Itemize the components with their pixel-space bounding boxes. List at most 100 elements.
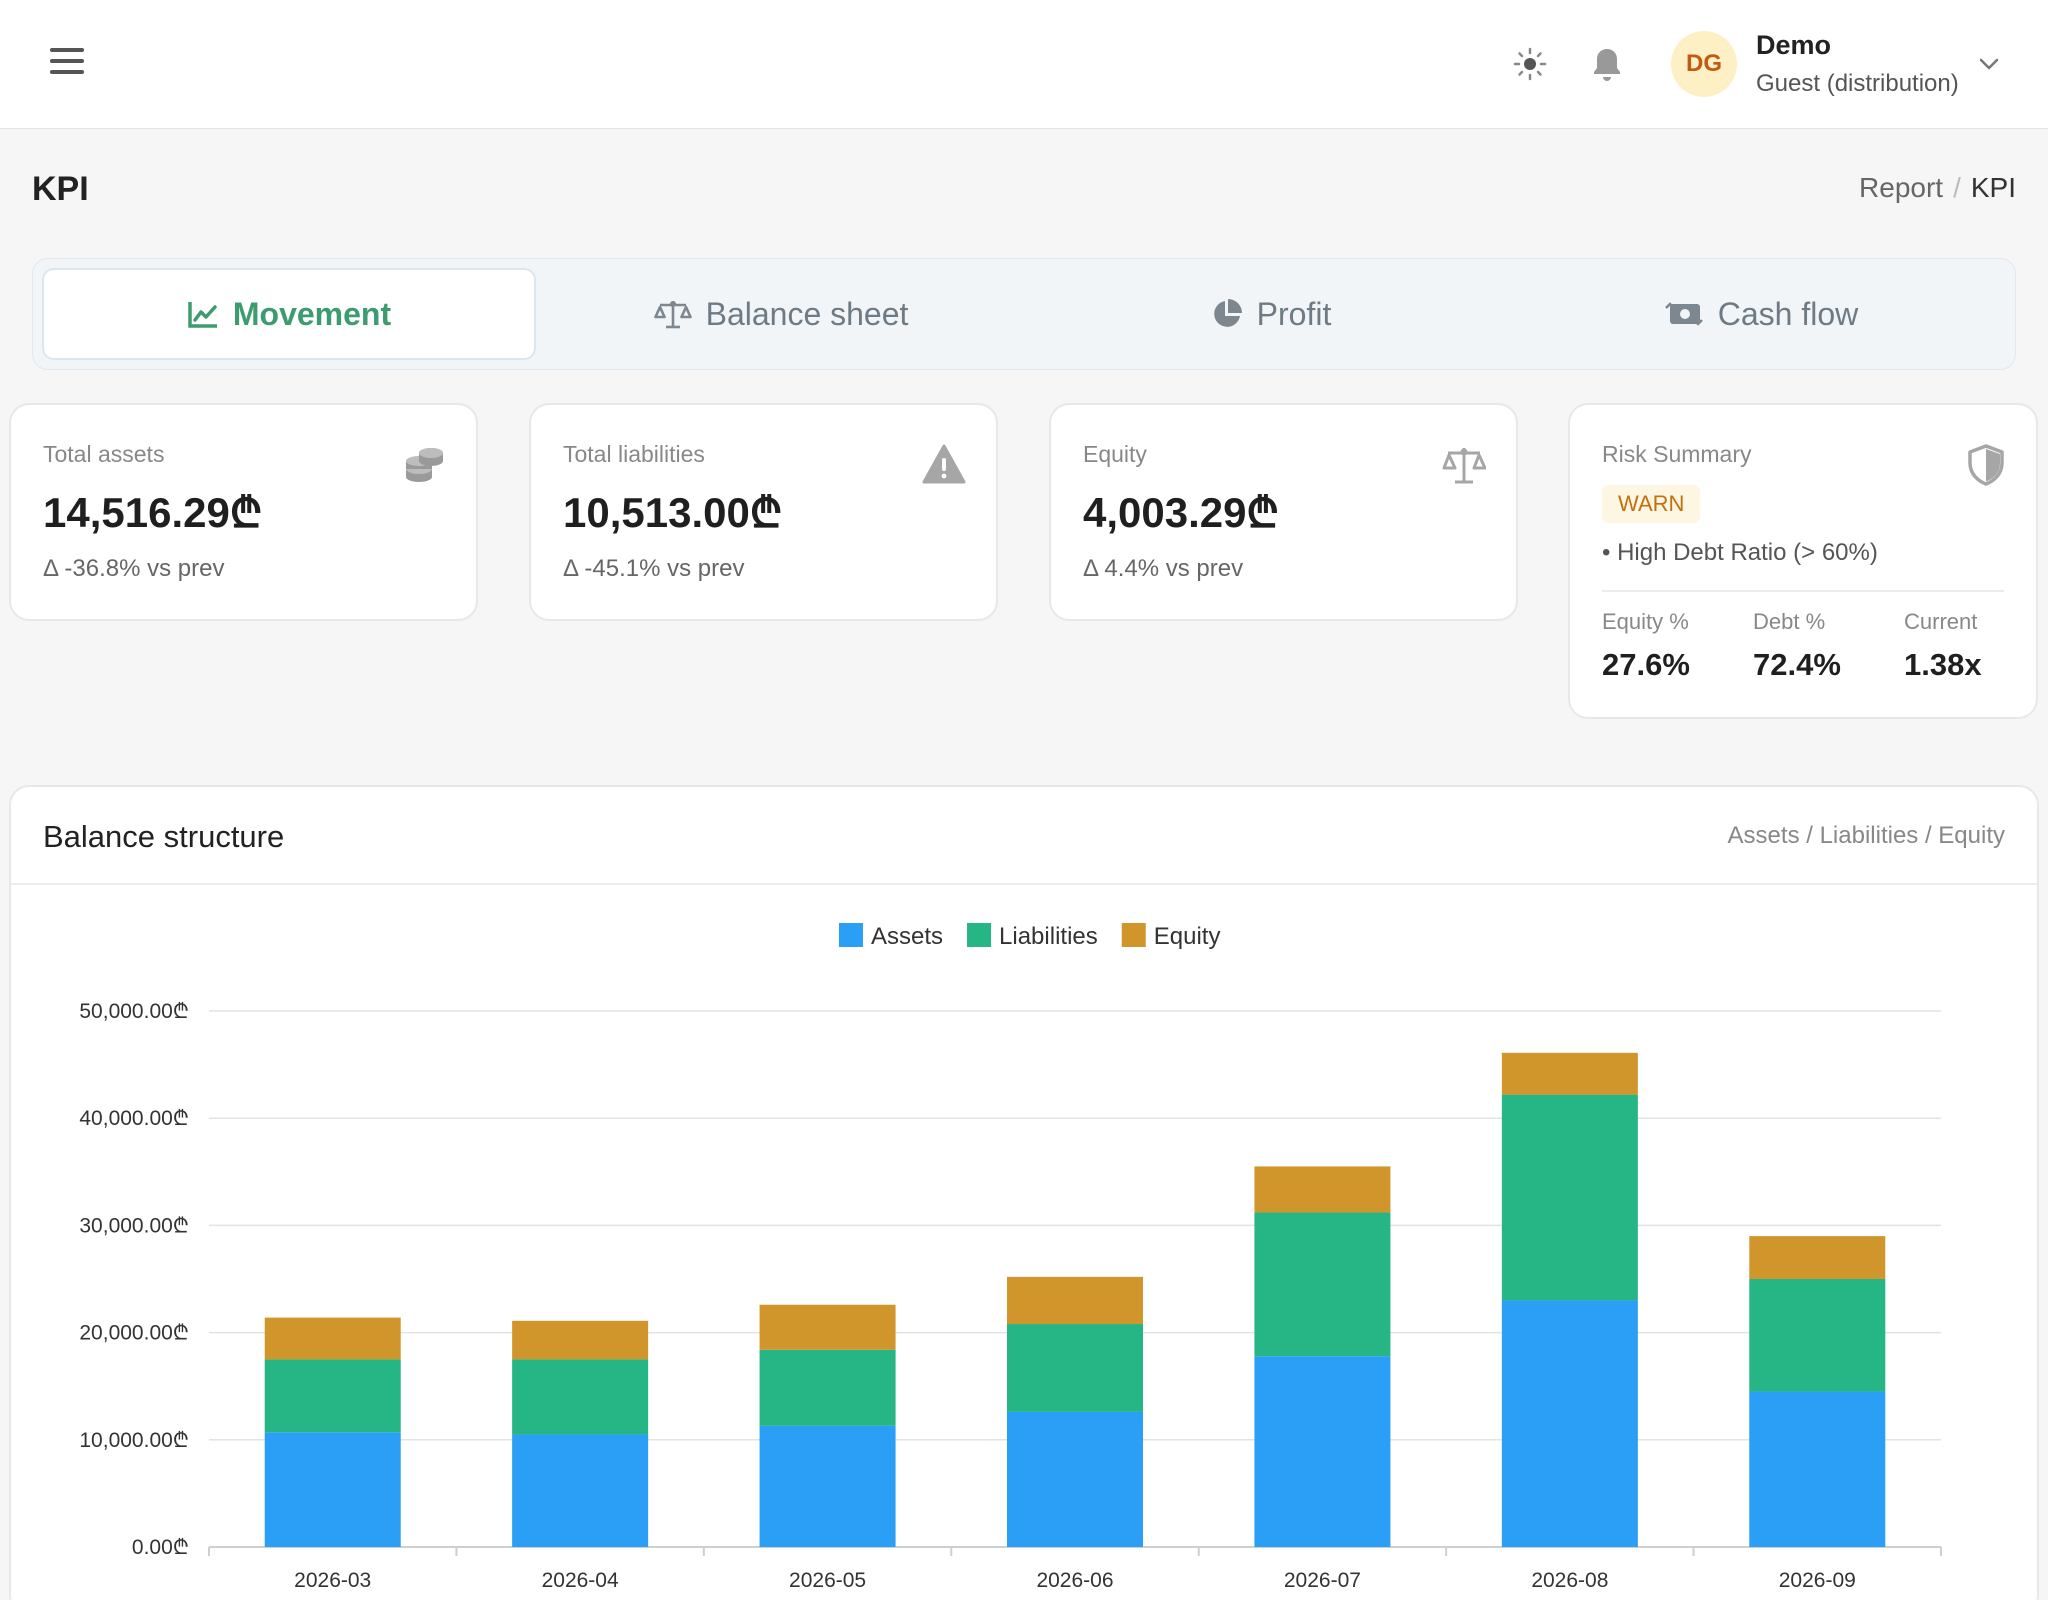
stat-value: 27.6% xyxy=(1602,647,1690,682)
bar-liabilities xyxy=(759,1349,896,1426)
theme-toggle-icon[interactable] xyxy=(1512,46,1548,82)
stat-equity-percent: Equity % 27.6% xyxy=(1602,609,1690,683)
y-tick-label: 20,000.00₾ xyxy=(79,1322,189,1345)
bar-equity xyxy=(1501,1052,1638,1095)
y-tick-label: 40,000.00₾ xyxy=(79,1107,189,1130)
kpi-card-equity: Equity 4,003.29₾ Δ 4.4% vs prev xyxy=(1049,403,1518,621)
x-tick-label: 2026-09 xyxy=(1779,1569,1856,1592)
chart-subtitle: Assets / Liabilities / Equity xyxy=(1727,822,2005,849)
legend-swatch xyxy=(839,923,863,947)
kpi-value: 10,513.00₾ xyxy=(563,489,783,536)
user-role: Guest (distribution) xyxy=(1756,70,1959,97)
bar-assets xyxy=(512,1434,649,1547)
stat-value: 72.4% xyxy=(1753,647,1841,682)
breadcrumb: Report / KPI xyxy=(1859,172,2016,203)
kpi-card-total-assets: Total assets 14,516.29₾ Δ -36.8% vs prev xyxy=(9,403,478,621)
y-tick-label: 10,000.00₾ xyxy=(79,1429,189,1452)
y-tick-label: 0.00₾ xyxy=(132,1536,189,1559)
bar-assets xyxy=(1007,1411,1143,1547)
x-tick-label: 2026-08 xyxy=(1531,1569,1608,1592)
breadcrumb-current: KPI xyxy=(1970,172,2016,203)
legend-swatch xyxy=(1121,923,1146,947)
tab-label: Movement xyxy=(232,295,392,332)
money-exchange-icon xyxy=(1664,302,1703,326)
bar-assets xyxy=(1749,1391,1886,1547)
bar-equity xyxy=(1254,1166,1391,1213)
legend-label: Equity xyxy=(1154,923,1221,950)
kpi-delta: Δ 4.4% vs prev xyxy=(1083,555,1244,582)
stat-value: 1.38x xyxy=(1904,647,1982,682)
stat-label: Equity % xyxy=(1602,609,1689,634)
stacked-bar-chart: 0.00₾ 10,000.00₾ 20,000.00₾ 30,000.00₾ 40,00… xyxy=(79,923,1942,1592)
bar-equity xyxy=(1007,1276,1143,1325)
risk-item: • High Debt Ratio (> 60%) xyxy=(1602,539,1878,566)
x-tick-label: 2026-03 xyxy=(294,1569,371,1592)
menu-icon[interactable] xyxy=(50,48,84,76)
x-tick-label: 2026-06 xyxy=(1036,1569,1113,1592)
bar-equity xyxy=(512,1320,649,1360)
kpi-value: 14,516.29₾ xyxy=(43,489,263,536)
legend-label: Assets xyxy=(871,923,943,950)
top-bar: DG Demo Guest (distribution) xyxy=(0,0,2048,129)
bar-assets xyxy=(759,1425,896,1547)
risk-summary-card: Risk Summary WARN • High Debt Ratio (> 6… xyxy=(1568,403,2038,719)
bar-equity xyxy=(759,1304,896,1350)
stat-debt-percent: Debt % 72.4% xyxy=(1753,609,1841,683)
avatar[interactable]: DG xyxy=(1671,31,1737,97)
kpi-card-total-liabilities: Total liabilities 10,513.00₾ Δ -45.1% vs… xyxy=(529,403,998,621)
page-title: KPI xyxy=(32,170,89,208)
bar-assets xyxy=(264,1432,401,1547)
bar-equity xyxy=(1749,1236,1886,1279)
bar-assets xyxy=(1254,1356,1391,1547)
chevron-down-icon[interactable] xyxy=(1978,56,2000,72)
bar-liabilities xyxy=(264,1359,401,1433)
risk-title: Risk Summary xyxy=(1602,441,1752,467)
stat-current-ratio: Current 1.38x xyxy=(1904,609,1982,683)
tab-label: Cash flow xyxy=(1717,295,1859,332)
status-badge: WARN xyxy=(1602,485,1701,523)
x-tick-label: 2026-07 xyxy=(1284,1569,1361,1592)
report-tabs: Movement Balance sheet Profit Cash flow xyxy=(32,258,2016,370)
bar-equity xyxy=(264,1317,401,1360)
chart-title: Balance structure xyxy=(43,819,285,854)
shield-icon xyxy=(1968,444,2004,486)
x-tick-label: 2026-04 xyxy=(542,1569,619,1592)
tab-label: Balance sheet xyxy=(705,295,909,332)
chart-line-icon xyxy=(188,302,217,328)
legend-label: Liabilities xyxy=(999,923,1098,950)
balance-structure-card: Balance structure Assets / Liabilities /… xyxy=(9,785,2039,1600)
kpi-label: Total assets xyxy=(43,441,165,467)
notifications-bell-icon[interactable] xyxy=(1589,46,1625,84)
tab-label: Profit xyxy=(1256,295,1332,332)
divider xyxy=(1602,590,2004,592)
bar-liabilities xyxy=(1749,1279,1886,1392)
bar-liabilities xyxy=(512,1359,649,1435)
coins-icon xyxy=(406,448,443,482)
warning-icon xyxy=(922,444,966,484)
x-tick-label: 2026-05 xyxy=(789,1569,866,1592)
bar-liabilities xyxy=(1501,1094,1638,1301)
pie-chart-icon xyxy=(1213,299,1242,327)
legend-swatch xyxy=(967,923,992,947)
bar-liabilities xyxy=(1007,1324,1143,1412)
breadcrumb-report[interactable]: Report xyxy=(1859,172,1944,203)
y-tick-label: 50,000.00₾ xyxy=(79,1000,189,1023)
tab-movement[interactable]: Movement xyxy=(42,268,536,360)
stat-label: Debt % xyxy=(1753,609,1826,634)
chart-header: Balance structure Assets / Liabilities /… xyxy=(11,787,2037,885)
kpi-label: Total liabilities xyxy=(563,441,705,467)
kpi-delta: Δ -36.8% vs prev xyxy=(43,555,225,582)
kpi-value: 4,003.29₾ xyxy=(1083,489,1279,536)
scale-icon xyxy=(1442,448,1486,484)
kpi-delta: Δ -45.1% vs prev xyxy=(563,555,745,582)
tab-cash-flow[interactable]: Cash flow xyxy=(1516,268,2006,360)
tab-profit[interactable]: Profit xyxy=(1026,268,1516,360)
user-name[interactable]: Demo xyxy=(1756,30,1832,60)
stat-label: Current xyxy=(1904,609,1978,634)
bar-assets xyxy=(1501,1300,1638,1547)
bar-liabilities xyxy=(1254,1212,1391,1357)
kpi-label: Equity xyxy=(1083,441,1147,467)
tab-balance-sheet[interactable]: Balance sheet xyxy=(536,268,1026,360)
y-tick-label: 30,000.00₾ xyxy=(79,1214,189,1237)
scale-icon xyxy=(653,301,692,329)
